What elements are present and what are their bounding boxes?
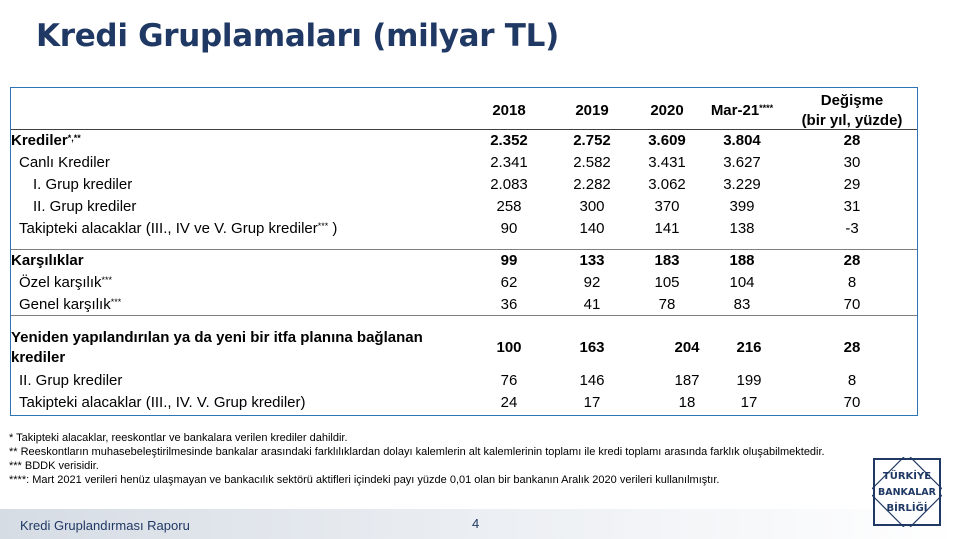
col-header-2020: 2020	[650, 102, 684, 119]
table-cell: 3.431	[648, 154, 686, 171]
col-header-2019: 2019	[575, 102, 609, 119]
col-header-2018: 2018	[492, 102, 526, 119]
table-row: II. Grup krediler 258 300 370 399 31	[11, 196, 917, 218]
footer-band	[0, 509, 958, 539]
table-section-divider	[11, 129, 917, 130]
table-cell: 2.752	[573, 132, 611, 149]
table-cell: 3.229	[723, 176, 761, 193]
table-cell: 70	[843, 394, 861, 411]
table-cell: 18	[678, 394, 696, 411]
table-cell: 76	[500, 372, 518, 389]
table-cell: 199	[736, 372, 762, 389]
page-title: Kredi Gruplamaları (milyar TL)	[36, 18, 559, 54]
row-label: Yeniden yapılandırılan ya da yeni bir it…	[11, 329, 423, 366]
row-label: Takipteki alacaklar (III., IV. V. Grup k…	[19, 394, 306, 411]
table-cell: 258	[496, 198, 522, 215]
table-section-divider	[11, 315, 917, 316]
table-cell: 104	[729, 274, 755, 291]
footnote-2: ** Reeskontların muhasebeleştirilmesinde…	[9, 446, 825, 458]
table-cell: 187	[674, 372, 700, 389]
table-cell: 62	[500, 274, 518, 291]
table-cell: 17	[583, 394, 601, 411]
footnotes: * Takipteki alacaklar, reeskontlar ve ba…	[9, 431, 829, 487]
table-cell: 2.282	[573, 176, 611, 193]
table-cell: 28	[843, 339, 861, 356]
table-cell: 183	[654, 252, 680, 269]
row-label: Takipteki alacaklar (III., IV ve V. Grup…	[19, 220, 338, 237]
footnote-3: *** BDDK verisidir.	[9, 460, 99, 472]
table-cell: 163	[579, 339, 605, 356]
table-cell: 100	[496, 339, 522, 356]
table-row: II. Grup krediler 76 146 187 199 8	[11, 370, 917, 392]
svg-text:TÜRKİYE: TÜRKİYE	[883, 468, 931, 482]
row-label: II. Grup krediler	[33, 198, 137, 215]
row-label: Karşılıklar	[11, 252, 84, 269]
table-cell: 146	[579, 372, 605, 389]
table-cell: 29	[843, 176, 861, 193]
table-cell: 3.609	[648, 132, 686, 149]
table-cell: 2.582	[573, 154, 611, 171]
table-cell: 3.062	[648, 176, 686, 193]
table-cell: 2.341	[490, 154, 528, 171]
table-cell: 8	[847, 372, 857, 389]
footnote-4: ****: Mart 2021 verileri henüz ulaşmayan…	[9, 474, 720, 486]
table-cell: 370	[654, 198, 680, 215]
table-cell: 3.627	[723, 154, 761, 171]
row-label: Canlı Krediler	[19, 154, 110, 171]
table-row: Yeniden yapılandırılan ya da yeni bir it…	[11, 328, 917, 368]
table-cell: 30	[843, 154, 861, 171]
page-number: 4	[472, 516, 480, 531]
table-cell: 188	[729, 252, 755, 269]
tbb-logo: TÜRKİYE BANKALAR BİRLİĞİ	[872, 457, 942, 527]
table-cell: 300	[579, 198, 605, 215]
table-cell: 141	[654, 220, 680, 237]
col-header-change: Değişme (bir yıl, yüzde)	[801, 92, 903, 129]
table-row: Canlı Krediler 2.341 2.582 3.431 3.627 30	[11, 152, 917, 174]
table-row: Takipteki alacaklar (III., IV ve V. Grup…	[11, 218, 917, 240]
table-cell: 105	[654, 274, 680, 291]
table-cell: 36	[500, 296, 518, 313]
table-cell: 3.804	[723, 132, 761, 149]
row-label: I. Grup krediler	[33, 176, 133, 193]
table-cell: 2.083	[490, 176, 528, 193]
table-row: Genel karşılık*** 36 41 78 83 70	[11, 294, 917, 316]
table-cell: 133	[579, 252, 605, 269]
row-label: Genel karşılık***	[19, 296, 122, 313]
table-cell: 31	[843, 198, 861, 215]
table-cell: 140	[579, 220, 605, 237]
footer-report-name: Kredi Gruplandırması Raporu	[20, 518, 190, 533]
table-row: Takipteki alacaklar (III., IV. V. Grup k…	[11, 392, 917, 414]
table-cell: 28	[843, 252, 861, 269]
row-label: Özel karşılık***	[19, 274, 113, 291]
table-row: I. Grup krediler 2.083 2.282 3.062 3.229 29	[11, 174, 917, 196]
credit-groups-table: 2018 2019 2020 Mar-21**** Değişme (bir y…	[10, 87, 918, 416]
table-row: Özel karşılık*** 62 92 105 104 8	[11, 272, 917, 294]
table-cell: 92	[583, 274, 601, 291]
table-cell: 8	[847, 274, 857, 291]
table-cell: 399	[729, 198, 755, 215]
table-row: Karşılıklar 99 133 183 188 28	[11, 250, 917, 272]
row-label: Krediler*,**	[11, 132, 81, 149]
table-cell: 204	[674, 339, 700, 356]
row-label: II. Grup krediler	[19, 372, 123, 389]
table-cell: 28	[843, 132, 861, 149]
table-cell: 216	[736, 339, 762, 356]
table-cell: 90	[500, 220, 518, 237]
table-cell: -3	[845, 220, 859, 237]
table-cell: 24	[500, 394, 518, 411]
svg-text:BANKALAR: BANKALAR	[878, 487, 937, 498]
table-section-divider	[11, 249, 917, 250]
table-cell: 2.352	[490, 132, 528, 149]
table-cell: 99	[500, 252, 518, 269]
table-cell: 138	[729, 220, 755, 237]
svg-text:BİRLİĞİ: BİRLİĞİ	[886, 500, 927, 514]
table-row: Krediler*,** 2.352 2.752 3.609 3.804 28	[11, 130, 917, 152]
col-header-mar21: Mar-21****	[710, 102, 774, 119]
table-cell: 78	[658, 296, 676, 313]
table-cell: 41	[583, 296, 601, 313]
footnote-1: * Takipteki alacaklar, reeskontlar ve ba…	[9, 432, 348, 444]
table-cell: 70	[843, 296, 861, 313]
table-cell: 17	[740, 394, 758, 411]
table-cell: 83	[733, 296, 751, 313]
